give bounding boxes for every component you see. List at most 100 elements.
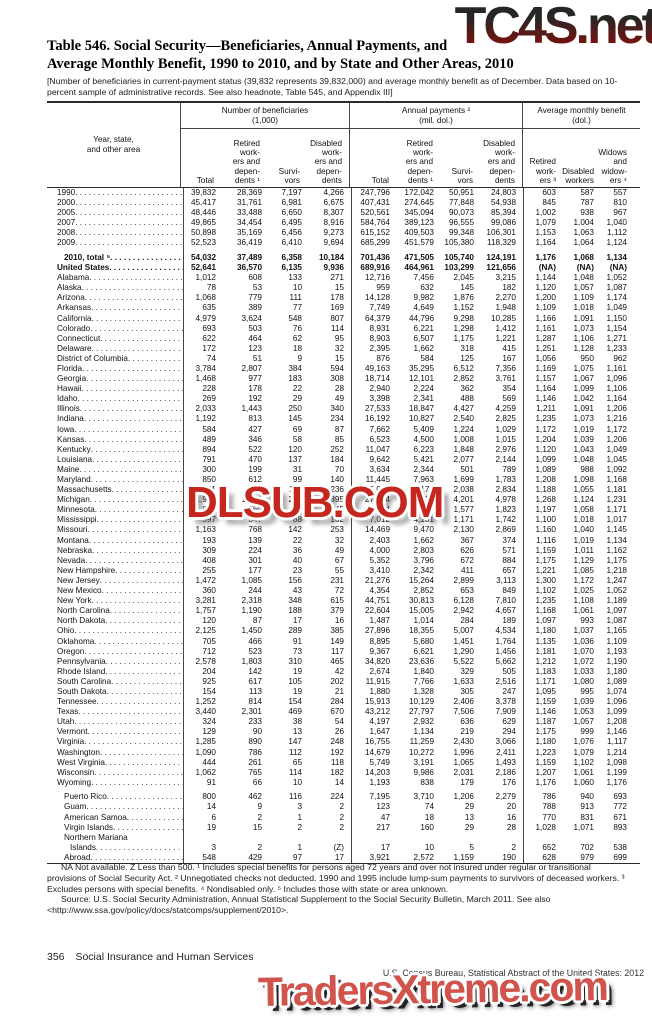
table-cell: 85,394 xyxy=(490,208,516,218)
table-cell: 1,171 xyxy=(606,505,628,515)
table-cell: 1,128 xyxy=(573,343,595,353)
table-cell: 6 xyxy=(183,812,223,823)
table-body: 199039,83228,3697,1974,266247,796172,042… xyxy=(47,188,640,863)
table-row: New Mexico360 244 43 72 4,354 2,852 653 849 1,10… xyxy=(47,586,640,597)
table-cell: 45,417 xyxy=(183,198,223,209)
table-cell: 2 xyxy=(339,822,344,832)
table-row: Wisconsin1,062 765 114 182 14,203 9,986 2,031 2… xyxy=(47,767,640,778)
table-cell: 1,085 xyxy=(573,565,595,575)
table-row: Delaware172 123 18 32 2,395 1,662 318 415 1,251 1… xyxy=(47,343,640,354)
table-cell: 8,903 xyxy=(351,333,397,344)
table-cell: 9,273 xyxy=(323,228,345,238)
table-cell: 202 xyxy=(330,676,344,686)
table-cell: 7,662 xyxy=(351,424,397,435)
row-label: 2010, total ⁵ xyxy=(47,253,183,263)
table-cell: 617 xyxy=(248,676,262,686)
row-label: Florida xyxy=(47,364,183,374)
table-cell: 652 xyxy=(523,842,563,853)
table-cell: 308 xyxy=(330,374,344,384)
table-cell: 90 xyxy=(252,727,262,737)
table-cell: 876 xyxy=(351,353,397,364)
table-cell: 10,129 xyxy=(408,697,434,707)
table-cell: 49 xyxy=(334,545,344,555)
col-header: Total xyxy=(371,175,389,185)
table-cell: 1,025 xyxy=(573,586,595,596)
table-cell: 1,176 xyxy=(523,252,563,264)
table-row: Alabama1,012 608 133 271 12,716 7,456 2,045 3,2… xyxy=(47,273,640,284)
table-cell: 427 xyxy=(248,424,262,434)
table-cell xyxy=(523,832,563,843)
col-header: Retired work- ers and depen- dents ¹ xyxy=(405,139,433,185)
table-cell: 1,176 xyxy=(523,777,563,788)
table-cell: 1,207 xyxy=(523,767,563,778)
table-cell: 893 xyxy=(613,822,627,832)
table-cell: 2,932 xyxy=(413,717,435,727)
table-cell: 1,298 xyxy=(453,323,475,333)
table-cell: 16,755 xyxy=(351,737,397,748)
table-cell: 1,235 xyxy=(523,414,563,425)
table-cell: 2 xyxy=(257,842,262,852)
table-cell: 8,307 xyxy=(323,208,345,218)
table-cell: 894 xyxy=(183,444,223,455)
table-row: Puerto Rico800 462 116 224 7,195 3,710 1,206 2,… xyxy=(47,792,640,803)
table-row: Louisiana791 470 137 184 9,642 5,421 2,077 2,14… xyxy=(47,454,640,465)
table-cell: 407,431 xyxy=(351,198,397,209)
row-label: Oregon xyxy=(47,647,183,657)
table-cell: 772 xyxy=(613,802,627,812)
table-cell: 17 xyxy=(292,616,302,626)
table-cell: 1,231 xyxy=(606,495,628,505)
table-cell: 1,068 xyxy=(183,293,223,304)
table-row: Maine300 199 31 70 3,634 2,344 501 789 1,089 988 1… xyxy=(47,464,640,476)
table-cell: 4,657 xyxy=(495,606,517,616)
table-cell: 4,201 xyxy=(453,495,475,505)
table-row: Indiana1,192 813 145 234 16,192 10,827 2,540 2,… xyxy=(47,414,640,425)
table-cell: 938 xyxy=(580,208,594,218)
table-cell: 1,848 xyxy=(453,444,475,454)
table-row: Guam14 9 3 2 123 74 29 20 788 913 772 xyxy=(47,802,640,813)
table-cell: 1,057 xyxy=(573,717,595,727)
table-cell xyxy=(183,787,223,793)
table-cell: 587 xyxy=(580,188,594,197)
table-cell: 6,223 xyxy=(413,444,435,454)
table-cell: 18 xyxy=(424,812,434,822)
table-cell: 770 xyxy=(523,812,563,823)
table-cell: 465 xyxy=(330,656,344,666)
table-cell: 129 xyxy=(183,727,223,738)
table-cell: 1,271 xyxy=(606,333,628,343)
table-cell: 172 xyxy=(183,343,223,354)
table-cell: 995 xyxy=(580,686,594,696)
table-cell: 124,191 xyxy=(486,252,516,262)
table-cell: 14 xyxy=(334,777,344,787)
table-cell: 32 xyxy=(334,535,344,545)
table-cell: 693 xyxy=(183,323,223,334)
table-cell: 850 xyxy=(183,475,223,486)
table-cell: 3,191 xyxy=(413,757,435,767)
row-label: Illinois xyxy=(47,404,183,414)
table-cell: 154 xyxy=(288,697,302,707)
table-cell: 464,961 xyxy=(404,263,434,273)
row-label: Puerto Rico xyxy=(47,792,183,802)
table-cell: 548 xyxy=(183,852,223,863)
table-cell: 14,679 xyxy=(351,747,397,758)
table-row: Tennessee1,252 814 154 284 15,913 10,129 2,406… xyxy=(47,697,640,708)
table-cell: 1,120 xyxy=(523,444,563,455)
table-cell: 7,356 xyxy=(495,363,517,373)
table-cell: 22 xyxy=(292,384,302,394)
table-cell: 1,102 xyxy=(523,586,563,597)
table-cell: 219 xyxy=(460,727,474,737)
table-cell: 9 xyxy=(297,353,302,363)
table-cell: 2,540 xyxy=(453,414,475,424)
table-cell: 14,128 xyxy=(351,293,397,304)
table-cell: 192 xyxy=(248,394,262,404)
table-cell: 1,450 xyxy=(241,626,263,636)
table-cell: 36 xyxy=(292,545,302,555)
table-cell: 103,299 xyxy=(444,263,474,273)
table-row: 200749,865 34,454 6,495 8,916 584,764 389,123… xyxy=(47,218,640,229)
table-cell: 2,045 xyxy=(453,273,475,283)
table-cell: 1,200 xyxy=(523,293,563,304)
row-label: 2009 xyxy=(47,238,183,248)
table-cell: 2,031 xyxy=(453,767,475,777)
table-cell: 1,252 xyxy=(183,697,223,708)
table-row: Oklahoma705 466 91 149 8,895 5,680 1,451 1,764 1… xyxy=(47,636,640,647)
row-label: Connecticut xyxy=(47,334,183,344)
